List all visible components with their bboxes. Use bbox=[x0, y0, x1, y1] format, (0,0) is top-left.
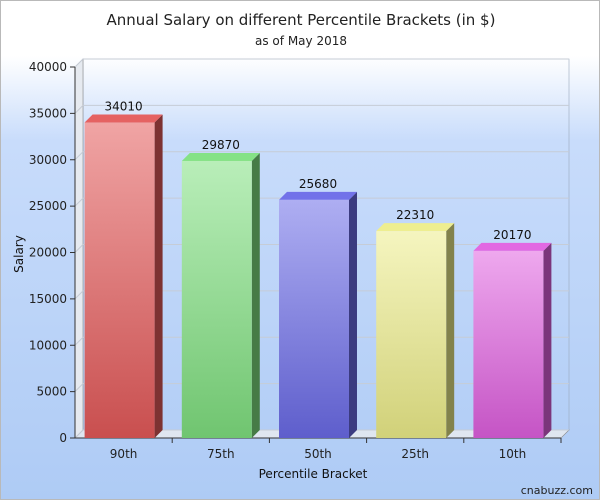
bar-90th bbox=[84, 114, 163, 438]
x-tick-label: 25th bbox=[401, 447, 429, 461]
x-tick-label: 90th bbox=[110, 447, 138, 461]
watermark: cnabuzz.com bbox=[521, 484, 593, 497]
x-tick-label: 10th bbox=[499, 447, 527, 461]
x-tick-label: 75th bbox=[207, 447, 235, 461]
data-label: 22310 bbox=[396, 208, 434, 222]
x-axis-ticks: 90th 75th 50th 25th 10th bbox=[110, 438, 562, 461]
bar-side bbox=[446, 223, 455, 438]
bar-front bbox=[279, 199, 349, 438]
gridline-depth bbox=[74, 429, 84, 439]
bar-front bbox=[473, 250, 544, 438]
bar-front bbox=[84, 122, 155, 438]
gridline-depth bbox=[74, 336, 84, 346]
y-axis-label: Salary bbox=[12, 235, 26, 273]
data-label: 29870 bbox=[202, 138, 240, 152]
bar-side bbox=[251, 152, 260, 438]
x-axis-label: Percentile Bracket bbox=[259, 467, 368, 481]
x-tick-label: 50th bbox=[304, 447, 332, 461]
bar-top bbox=[376, 223, 455, 232]
gridline-depth bbox=[74, 244, 84, 253]
data-labels: 34010 29870 25680 22310 20170 bbox=[105, 100, 532, 242]
y-tick-label: 25000 bbox=[29, 199, 67, 213]
bar-front bbox=[376, 231, 447, 438]
bar-side bbox=[154, 114, 163, 438]
bar-75th bbox=[181, 152, 260, 438]
chart-subtitle: as of May 2018 bbox=[255, 34, 347, 48]
gridline-depth bbox=[74, 290, 84, 300]
gridline-depth bbox=[74, 58, 84, 68]
data-label: 34010 bbox=[105, 100, 143, 114]
y-tick-label: 40000 bbox=[29, 60, 67, 74]
chart-title: Annual Salary on different Percentile Br… bbox=[107, 11, 496, 29]
gridline-depth bbox=[74, 197, 84, 207]
y-tick-label: 15000 bbox=[29, 292, 67, 306]
bar-25th bbox=[376, 223, 455, 438]
y-tick-label: 10000 bbox=[29, 338, 67, 352]
gridline-depth bbox=[74, 151, 84, 161]
data-label: 20170 bbox=[493, 228, 531, 242]
bar-top bbox=[84, 114, 163, 123]
y-tick-label: 20000 bbox=[29, 246, 67, 260]
y-tick-label: 30000 bbox=[29, 153, 67, 167]
gridline-depth bbox=[74, 105, 84, 114]
data-label: 25680 bbox=[299, 177, 337, 191]
bar-top bbox=[181, 152, 260, 161]
bar-front bbox=[181, 160, 252, 438]
y-tick-label: 35000 bbox=[29, 106, 67, 120]
y-axis-ticks: 0 5000 10000 15000 20000 25000 30000 35000 40000 bbox=[29, 60, 75, 445]
y-tick-label: 5000 bbox=[36, 385, 67, 399]
y-tick-label: 0 bbox=[59, 431, 67, 445]
bar-side bbox=[348, 191, 357, 438]
bar-50th bbox=[279, 191, 357, 438]
bar-side bbox=[543, 242, 552, 438]
gridline-depth bbox=[74, 383, 84, 392]
bar-top bbox=[473, 242, 552, 251]
bar-top bbox=[279, 191, 357, 200]
bars bbox=[84, 114, 552, 438]
bar-10th bbox=[473, 242, 552, 438]
